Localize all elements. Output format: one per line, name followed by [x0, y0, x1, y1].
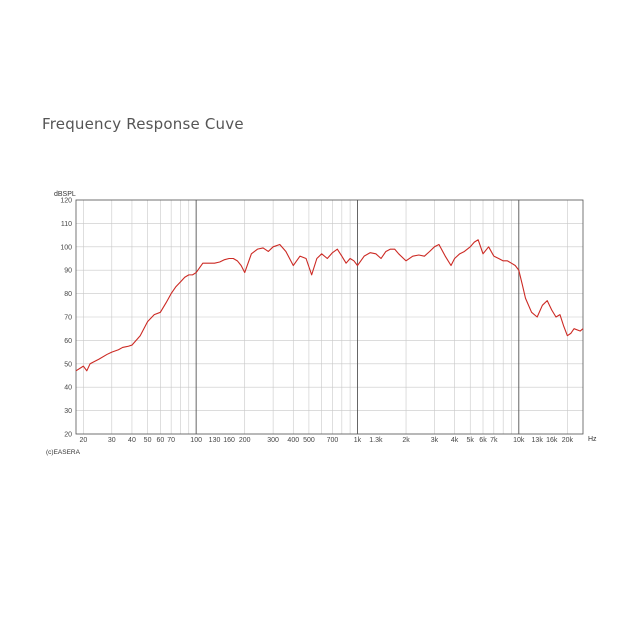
x-tick-label: 2k: [402, 437, 410, 444]
x-tick-label: 60: [156, 437, 164, 444]
minor-grid: [76, 199, 583, 435]
y-tick-label: 30: [64, 408, 72, 415]
x-tick-label: 10k: [513, 437, 525, 444]
x-tick-label: 500: [303, 437, 315, 444]
x-tick-label: 7k: [490, 437, 498, 444]
x-tick-label: 1.3k: [369, 437, 383, 444]
x-axis-unit: Hz: [588, 436, 597, 443]
x-tick-label: 100: [190, 437, 202, 444]
y-tick-label: 60: [64, 338, 72, 345]
x-tick-label: 130: [209, 437, 221, 444]
y-tick-labels: 20 30 40 50 60 70 80 90 100 110 120: [60, 198, 72, 439]
y-tick-label: 120: [60, 198, 72, 205]
x-tick-label: 30: [108, 437, 116, 444]
x-tick-label: 5k: [467, 437, 475, 444]
plot-frame: [75, 199, 584, 435]
response-curve-line: [75, 239, 584, 372]
y-tick-label: 50: [64, 361, 72, 368]
x-tick-label: 4k: [451, 437, 459, 444]
x-tick-label: 70: [167, 437, 175, 444]
major-grid: [195, 200, 520, 434]
y-axis-label: dBSPL: [54, 191, 76, 198]
x-tick-label: 40: [128, 437, 136, 444]
x-tick-label: 6k: [479, 437, 487, 444]
x-tick-label: 50: [144, 437, 152, 444]
page-title: Frequency Response Cuve: [42, 115, 244, 133]
y-tick-label: 80: [64, 291, 72, 298]
x-tick-label: 1k: [354, 437, 362, 444]
x-tick-label: 160: [223, 437, 235, 444]
x-tick-label: 20k: [562, 437, 574, 444]
x-tick-label: 16k: [546, 437, 558, 444]
x-tick-label: 400: [287, 437, 299, 444]
x-tick-label: 200: [239, 437, 251, 444]
x-tick-label: 700: [327, 437, 339, 444]
x-tick-label: 300: [267, 437, 279, 444]
y-tick-label: 110: [61, 221, 72, 228]
y-tick-label: 40: [64, 385, 72, 392]
y-tick-label: 90: [64, 268, 72, 275]
credit-text: (c)EASERA: [46, 449, 81, 456]
x-tick-labels: 20 30 40 50 60 70 100 130 160 200 300 400 500 700 1k 1.…: [79, 437, 573, 444]
y-tick-label: 70: [64, 315, 72, 322]
y-tick-label: 20: [64, 432, 72, 439]
x-tick-label: 13k: [532, 437, 544, 444]
x-tick-label: 20: [79, 437, 87, 444]
y-tick-label: 100: [60, 244, 72, 251]
series-layer: [75, 239, 584, 372]
x-tick-label: 3k: [431, 437, 439, 444]
